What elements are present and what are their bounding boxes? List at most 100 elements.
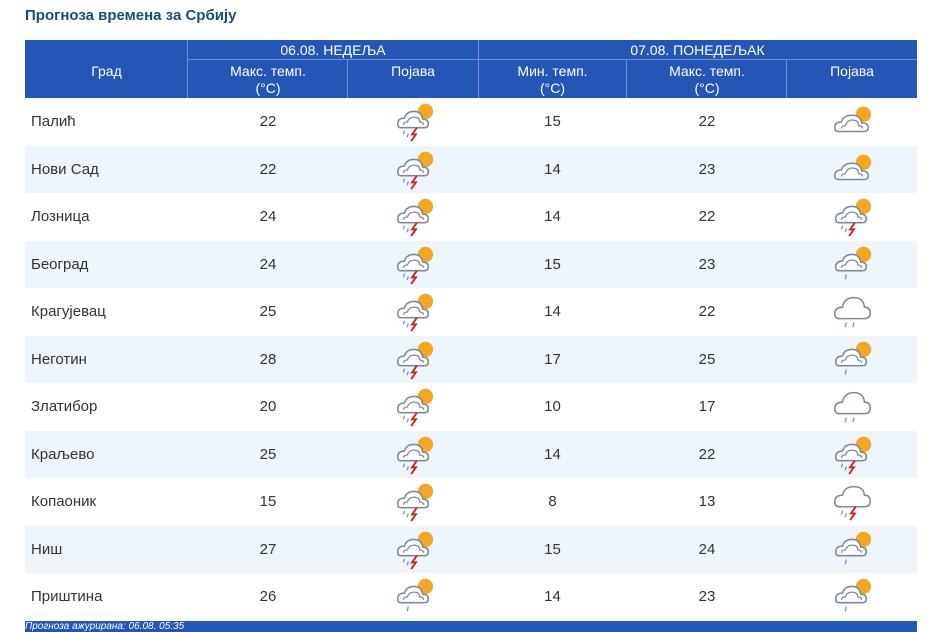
max-temp-day2: 23 [698,255,716,273]
max-temp-day1: 24 [259,208,277,225]
min-temp-day2: 14 [544,303,561,320]
table-row: Нови Сад 22 14 23 [25,145,917,193]
sun-cloud-rain-lightning-icon [396,198,434,237]
col-min2-header: Мин. темп. (°C) [478,63,627,97]
cloud-rain-icon [834,296,871,328]
footer-updated: Прогноза ажурирана: 06.08. 05:35 [25,621,917,632]
city-name: Краљево [31,445,95,463]
forecast-table: 06.08. НЕДЕЉА 07.08. ПОНЕДЕЉАК Град Макс… [25,40,917,621]
max-temp-day2: 22 [698,208,716,225]
sun-cloud-rain-lightning-icon [396,388,434,427]
max-temp-day1: 27 [259,540,277,558]
page-title: Прогноза времена за Србију [25,7,237,24]
sun-cloud-rain-lightning-icon [396,531,434,570]
sun-cloud-rain-lightning-icon [396,246,434,285]
city-name: Палић [31,113,76,130]
sun-cloud-rain-lightning-icon [396,151,434,190]
table-row: Београд 24 15 23 [25,240,917,288]
col-min2-unit: (°C) [539,80,566,96]
table-row: Лозница 24 14 22 [25,193,917,241]
max-temp-day1: 22 [259,160,277,178]
min-temp-day2: 14 [544,445,561,463]
sun-cloud-rain-lightning-icon [834,436,872,475]
col-city-header: Град [91,63,122,79]
city-name: Крагујевац [31,303,106,320]
table-row: Крагујевац 25 14 22 [25,288,917,336]
min-temp-day2: 14 [544,588,561,605]
day1-header: 06.08. НЕДЕЉА [280,42,386,58]
sun-cloud-rain-icon [834,246,872,279]
header-divider [786,60,787,98]
min-temp-day2: 15 [544,113,561,130]
max-temp-day1: 20 [259,398,277,415]
max-temp-day1: 15 [259,493,277,510]
col-phen1-header: Појава [391,63,435,79]
sun-cloud-rain-lightning-icon [396,103,434,142]
max-temp-day2: 23 [698,160,716,178]
sun-cloud-rain-icon [834,341,872,374]
city-name: Београд [31,255,89,273]
header-divider [626,60,627,98]
header-divider [188,59,917,60]
max-temp-day2: 23 [698,588,716,605]
max-temp-day1: 28 [259,350,277,368]
max-temp-day2: 22 [698,303,716,320]
sun-cloud-rain-lightning-icon [396,293,434,332]
sun-cloud-rain-icon [396,578,434,612]
city-name: Ниш [31,540,63,558]
header-divider [187,40,188,98]
max-temp-day1: 22 [259,113,277,130]
col-min2-label: Мин. темп. [517,63,588,79]
min-temp-day2: 15 [544,540,561,558]
col-max2-unit: (°C) [694,80,720,96]
max-temp-day2: 25 [698,350,716,368]
max-temp-day2: 17 [698,398,716,415]
min-temp-day2: 15 [544,255,561,273]
table-row: Неготин 28 17 25 [25,335,917,383]
max-temp-day1: 24 [259,255,277,273]
sun-cloud-rain-icon [834,578,872,612]
city-name: Неготин [31,350,87,368]
max-temp-day2: 13 [698,493,716,510]
city-name: Копаоник [31,493,97,510]
col-max2-label: Макс. темп. [669,63,745,79]
table-row: Копаоник 15 8 13 [25,478,917,526]
table-row: Приштина 26 14 23 [25,573,917,621]
cloud-rain-icon [834,391,871,423]
table-row: Палић 22 15 22 [25,98,917,146]
day2-header: 07.08. ПОНЕДЕЉАК [630,42,765,58]
cloud-rain-lightning-icon [834,485,871,521]
table-row: Ниш 27 15 24 [25,525,917,573]
sun-cloud-rain-icon [834,531,872,564]
max-temp-day2: 22 [698,445,716,463]
max-temp-day1: 25 [259,445,277,463]
max-temp-day1: 26 [259,588,277,605]
sun-cloud-rain-lightning-icon [396,341,434,380]
sun-cloud-rain-lightning-icon [396,436,434,475]
sun-cloud-rain-lightning-icon [396,483,434,522]
city-name: Приштина [31,588,103,605]
table-header: 06.08. НЕДЕЉА 07.08. ПОНЕДЕЉАК Град Макс… [25,40,917,98]
table-row: Краљево 25 14 22 [25,430,917,478]
header-divider [347,60,348,98]
max-temp-day2: 24 [698,540,716,558]
table-body: Палић 22 15 22 Нови Сад 22 14 23 Лозница… [25,98,917,621]
col-max1-header: Макс. темп. (°C) [188,63,348,97]
min-temp-day2: 17 [544,350,561,368]
min-temp-day2: 14 [544,160,561,178]
header-divider [478,40,479,98]
min-temp-day2: 10 [544,398,561,415]
col-max1-unit: (°C) [255,80,281,96]
partly-cloudy-sun-icon [834,154,872,180]
city-name: Нови Сад [31,160,99,178]
col-max2-header: Макс. темп. (°C) [627,63,787,97]
partly-cloudy-sun-icon [834,106,872,133]
table-row: Златибор 20 10 17 [25,383,917,431]
min-temp-day2: 14 [544,208,561,225]
col-phen2-header: Појава [830,63,874,79]
city-name: Лозница [31,208,90,225]
col-max1-label: Макс. темп. [230,63,306,79]
max-temp-day1: 25 [259,303,277,320]
city-name: Златибор [31,398,98,415]
max-temp-day2: 22 [698,113,716,130]
